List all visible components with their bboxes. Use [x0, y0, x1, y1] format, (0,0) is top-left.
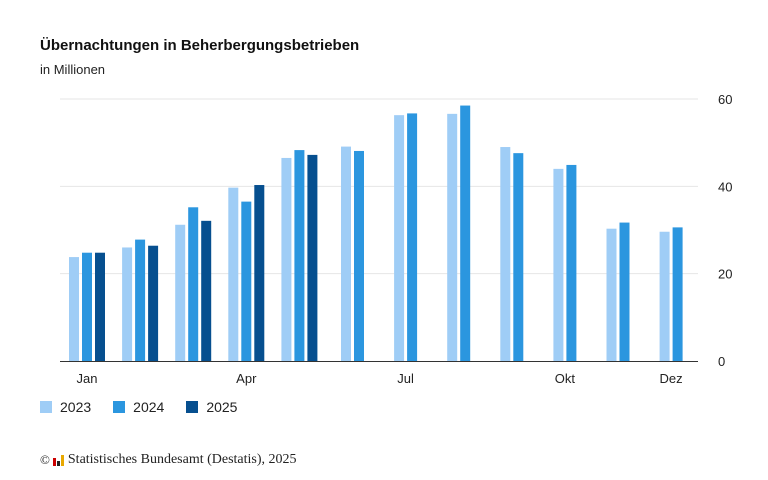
bar-2023-m12[interactable] — [659, 231, 670, 361]
x-tick-label: Jul — [397, 371, 414, 386]
copyright-symbol: © — [40, 452, 50, 467]
legend-swatch — [40, 401, 52, 413]
bar-2024-m4[interactable] — [241, 201, 252, 361]
bar-2024-m11[interactable] — [619, 222, 630, 361]
y-tick-label: 20 — [718, 267, 732, 282]
legend-label: 2024 — [133, 399, 165, 415]
bar-2023-m6[interactable] — [341, 146, 351, 361]
bar-2024-m5[interactable] — [294, 150, 305, 361]
bar-2024-m7[interactable] — [407, 113, 418, 361]
x-tick-label: Okt — [555, 371, 576, 386]
bar-2023-m11[interactable] — [606, 228, 617, 361]
legend-item-2024[interactable]: 2024 — [113, 399, 164, 415]
legend-label: 2023 — [60, 399, 92, 415]
legend-swatch — [113, 401, 126, 413]
bar-2025-m1[interactable] — [95, 252, 105, 361]
legend-swatch — [186, 401, 199, 413]
bar-2025-m4[interactable] — [254, 185, 265, 361]
bar-2024-m6[interactable] — [354, 150, 364, 361]
source-footer: © Statistisches Bundesamt (Destatis), 20… — [40, 452, 297, 468]
source-text: Statistisches Bundesamt (Destatis), 2025 — [67, 452, 297, 467]
bar-2024-m3[interactable] — [188, 207, 199, 361]
bar-2025-m5[interactable] — [307, 154, 318, 361]
legend-label: 2025 — [206, 399, 238, 415]
destatis-logo-icon — [52, 454, 64, 466]
bar-2023-m10[interactable] — [553, 168, 564, 361]
y-tick-label: 0 — [718, 354, 725, 369]
bar-2023-m8[interactable] — [447, 113, 458, 361]
x-tick-label: Jan — [77, 371, 98, 386]
x-tick-label: Apr — [236, 371, 257, 386]
bar-2024-m8[interactable] — [460, 105, 471, 361]
y-tick-label: 40 — [718, 179, 732, 194]
bar-2023-m1[interactable] — [69, 257, 79, 361]
legend-item-2025[interactable]: 2025 — [186, 399, 237, 415]
bar-2024-m2[interactable] — [135, 239, 146, 361]
bar-2024-m10[interactable] — [566, 164, 577, 361]
legend: 2023 2024 2025 — [40, 399, 237, 415]
y-tick-label: 60 — [718, 92, 732, 107]
bar-2024-m9[interactable] — [513, 153, 524, 361]
bar-2023-m9[interactable] — [500, 147, 511, 361]
bar-2023-m2[interactable] — [122, 247, 133, 361]
x-tick-label: Dez — [660, 371, 683, 386]
bar-2023-m4[interactable] — [228, 187, 239, 361]
chart-subtitle: in Millionen — [40, 62, 106, 77]
bar-2024-m1[interactable] — [82, 252, 92, 361]
bar-2024-m12[interactable] — [672, 227, 683, 361]
chart-title: Übernachtungen in Beherbergungsbetrieben — [40, 37, 360, 54]
bar-2025-m2[interactable] — [148, 245, 159, 361]
bar-2025-m3[interactable] — [201, 220, 212, 361]
bar-2023-m7[interactable] — [394, 115, 405, 361]
bar-2023-m3[interactable] — [175, 224, 186, 361]
legend-item-2023[interactable]: 2023 — [40, 399, 91, 415]
bar-2023-m5[interactable] — [281, 157, 292, 361]
